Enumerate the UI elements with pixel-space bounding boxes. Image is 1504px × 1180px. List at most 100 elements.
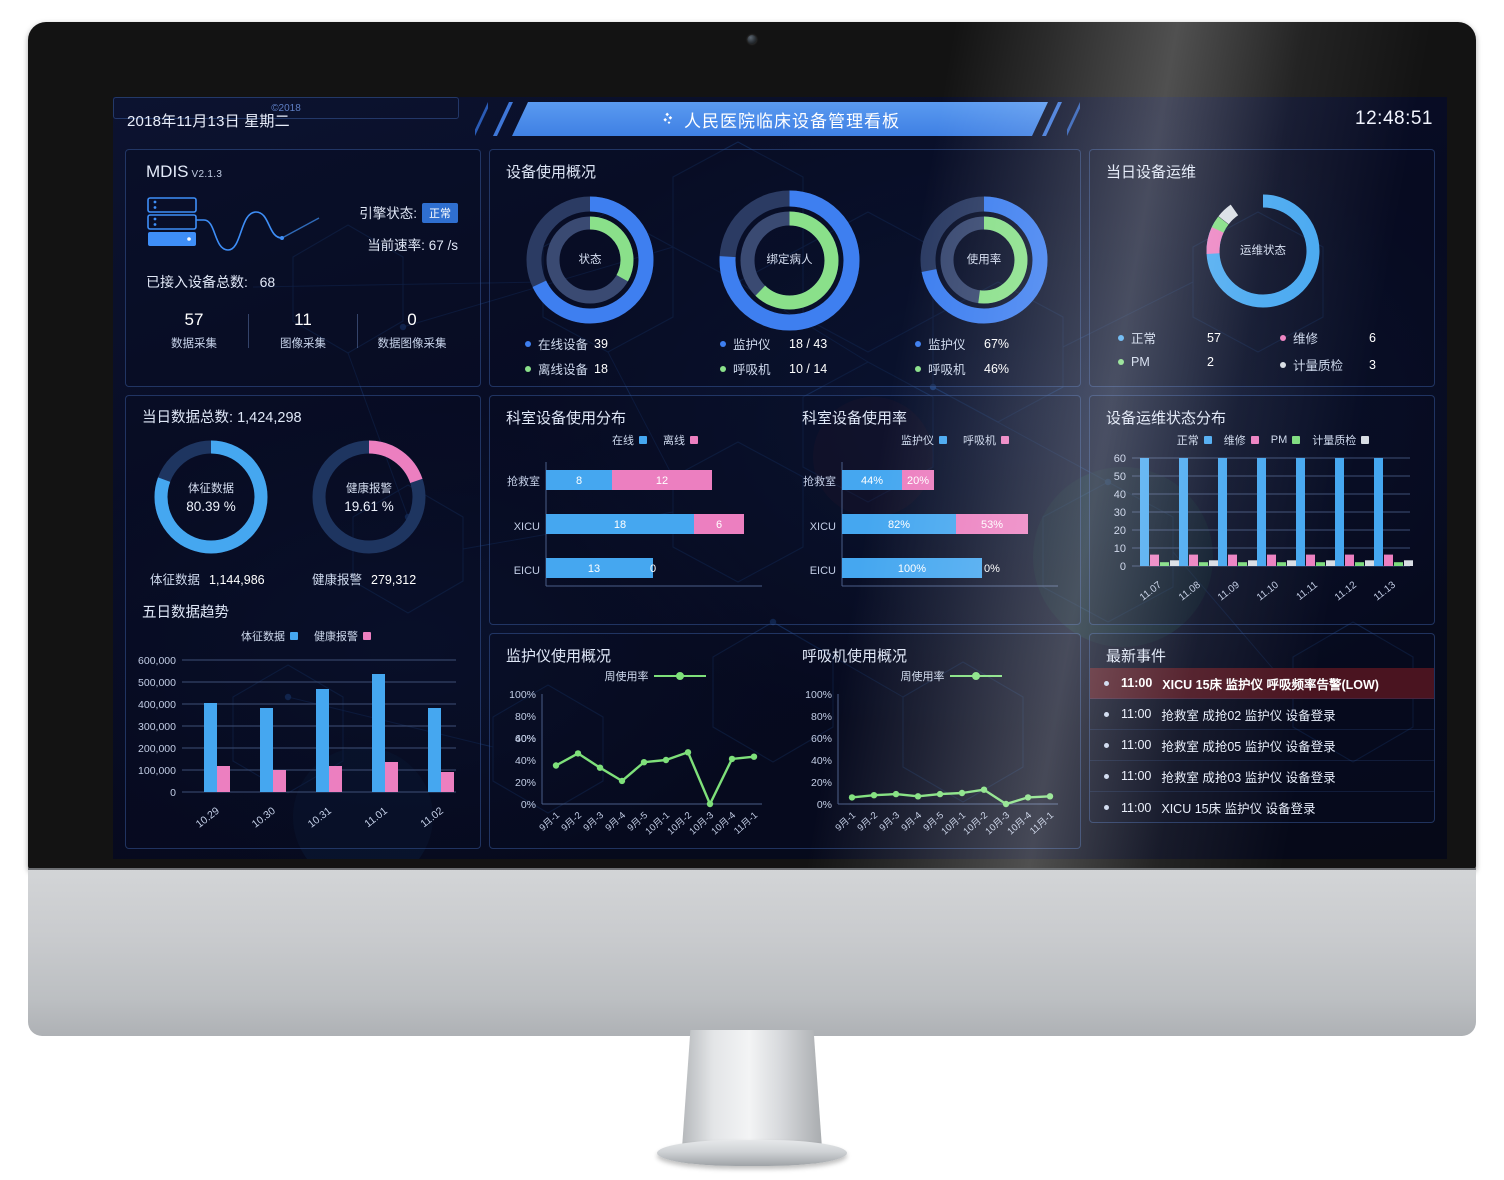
- donut-center-pct: 80.39 %: [186, 498, 236, 514]
- bullet-icon: [1104, 773, 1109, 779]
- health-alarm-sub: 健康报警 279,312: [312, 569, 416, 588]
- mdis-name-block: MDIS V2.1.3: [146, 162, 222, 182]
- svg-text:EICU: EICU: [810, 565, 836, 577]
- svg-text:82%: 82%: [888, 519, 910, 531]
- donut-ops-status: 运维状态: [1198, 186, 1328, 316]
- header-date: 2018年11月13日 星期二: [127, 113, 290, 130]
- legend-entry: 呼吸机: [963, 432, 1009, 448]
- svg-text:XICU: XICU: [514, 521, 540, 533]
- legend-entry: 周使用率: [605, 668, 706, 684]
- legend-dot: [1280, 361, 1286, 368]
- legend-entry: 维修: [1224, 432, 1259, 448]
- svg-text:9月-3: 9月-3: [581, 810, 606, 834]
- svg-text:11.10: 11.10: [1255, 579, 1281, 603]
- svg-text:40%: 40%: [811, 755, 832, 767]
- svg-text:200,000: 200,000: [138, 743, 176, 755]
- svg-text:10.31: 10.31: [306, 805, 334, 831]
- legend-entry: 在线: [612, 432, 647, 448]
- svg-text:11.11: 11.11: [1295, 579, 1321, 602]
- panel-daily-ops: 当日设备运维 运维状态 正常 57: [1089, 149, 1435, 387]
- event-text: 抢救室 成抢02 监护仪 设备登录: [1161, 708, 1336, 723]
- panel-footer: ©2018: [113, 97, 459, 119]
- legend-label: 呼吸机: [963, 435, 996, 447]
- event-row[interactable]: 11:00 抢救室 成抢02 监护仪 设备登录: [1090, 699, 1434, 730]
- mdis-version: V2.1.3: [191, 169, 223, 180]
- dashboard-title: 人民医院临床设备管理看板: [684, 111, 900, 131]
- legend-dot: [1118, 334, 1124, 341]
- event-row-alert[interactable]: 11:00 XICU 15床 监护仪 呼吸频率告警(LOW): [1090, 668, 1434, 699]
- svg-text:12: 12: [656, 475, 668, 487]
- svg-text:抢救室: 抢救室: [803, 474, 836, 488]
- legend-entry: 正常: [1177, 432, 1212, 448]
- sub-label: 体征数据: [150, 573, 201, 587]
- legend-label: 呼吸机: [928, 363, 966, 377]
- legend-label: 监护仪: [733, 338, 771, 352]
- legend-dot: [525, 365, 531, 372]
- donut-center-pct: 19.61 %: [344, 498, 394, 514]
- svg-text:60%: 60%: [811, 733, 832, 745]
- mdis-stat-label: 图像采集: [280, 338, 326, 350]
- panel-title: 最新事件: [1106, 648, 1167, 665]
- svg-text:30: 30: [1114, 507, 1126, 519]
- event-time: 11:00: [1121, 738, 1152, 752]
- svg-text:11.08: 11.08: [1177, 579, 1203, 603]
- donut-center-label: 使用率: [966, 254, 1002, 266]
- svg-text:10月-1: 10月-1: [939, 810, 968, 837]
- event-time: 11:00: [1121, 707, 1152, 721]
- svg-text:40%: 40%: [515, 755, 536, 767]
- panel-daily-data-totals: 当日数据总数: 1,424,298 体征数据 80.39 %: [125, 395, 481, 849]
- svg-text:10月-3: 10月-3: [983, 810, 1012, 837]
- svg-text:50: 50: [1114, 471, 1126, 483]
- event-row[interactable]: 11:00 抢救室 成抢03 监护仪 设备登录: [1090, 761, 1434, 792]
- event-text: 抢救室 成抢03 监护仪 设备登录: [1161, 770, 1336, 785]
- event-time: 11:00: [1121, 769, 1152, 783]
- event-row[interactable]: 11:00 XICU 15床 监护仪 设备登录: [1090, 792, 1434, 823]
- legend-swatch: [1203, 436, 1212, 444]
- svg-text:100%: 100%: [898, 563, 926, 575]
- svg-text:11.01: 11.01: [362, 805, 390, 830]
- mdis-stat-label: 数据采集: [171, 338, 217, 350]
- chart-legend-dept-utilization: 监护仪 呼吸机: [850, 432, 1060, 448]
- chart-legend-dept-distribution: 在线 离线: [550, 432, 760, 448]
- legend-label: 维修: [1223, 435, 1246, 447]
- legend-dot: [525, 340, 531, 347]
- legend-swatch: [1250, 436, 1259, 444]
- legend-entry: PM: [1271, 434, 1301, 446]
- mdis-stat-group: 57 数据采集 11 图像采集 0 数据图像采集: [140, 310, 466, 351]
- svg-text:20: 20: [1114, 525, 1126, 537]
- legend-line-marker: [653, 672, 706, 680]
- svg-text:60: 60: [1114, 453, 1126, 465]
- svg-text:53%: 53%: [981, 519, 1003, 531]
- chart-dept-utilization: 抢救室 XICU EICU 44% 20% 82% 53% 100% 0%: [803, 462, 1058, 587]
- svg-text:10月-2: 10月-2: [961, 810, 990, 837]
- header-title-banner: 人民医院临床设备管理看板: [512, 102, 1048, 136]
- mdis-stat: 0 数据图像采集: [358, 310, 466, 351]
- svg-text:40%: 40%: [515, 733, 536, 745]
- bullet-icon: [1104, 805, 1109, 810]
- svg-text:13: 13: [588, 563, 600, 575]
- legend-dot: [1280, 334, 1286, 341]
- donut-center-label: 绑定病人: [766, 254, 813, 266]
- usage-legend-item: 呼吸机 10 / 14: [720, 359, 827, 378]
- panel-title: 当日设备运维: [1106, 164, 1197, 181]
- legend-value: 10 / 14: [789, 361, 828, 376]
- donut-center-name: 体征数据: [188, 483, 234, 495]
- svg-text:10.30: 10.30: [250, 805, 278, 831]
- header-clock: 12:48:51: [1355, 108, 1433, 129]
- legend-label: 离线设备: [538, 363, 589, 377]
- usage-legend-item: 监护仪 18 / 43: [720, 334, 827, 353]
- svg-text:9月-1: 9月-1: [833, 810, 858, 834]
- svg-text:400,000: 400,000: [138, 699, 176, 711]
- legend-dot: [720, 340, 726, 347]
- current-rate-value: 67 /s: [428, 238, 458, 253]
- event-text: XICU 15床 监护仪 呼吸频率告警(LOW): [1162, 677, 1379, 692]
- legend-label: 在线设备: [538, 338, 589, 352]
- svg-text:44%: 44%: [861, 475, 883, 487]
- svg-text:100%: 100%: [805, 689, 832, 701]
- event-row[interactable]: 11:00 抢救室 成抢05 监护仪 设备登录: [1090, 730, 1434, 761]
- svg-text:60%: 60%: [515, 733, 536, 745]
- panel-usage-line-charts: 监护仪使用概况 呼吸机使用概况 周使用率 周使用率: [489, 633, 1081, 849]
- chart-legend-monitor-usage: 周使用率: [550, 668, 760, 684]
- legend-entry: 周使用率: [901, 668, 1002, 684]
